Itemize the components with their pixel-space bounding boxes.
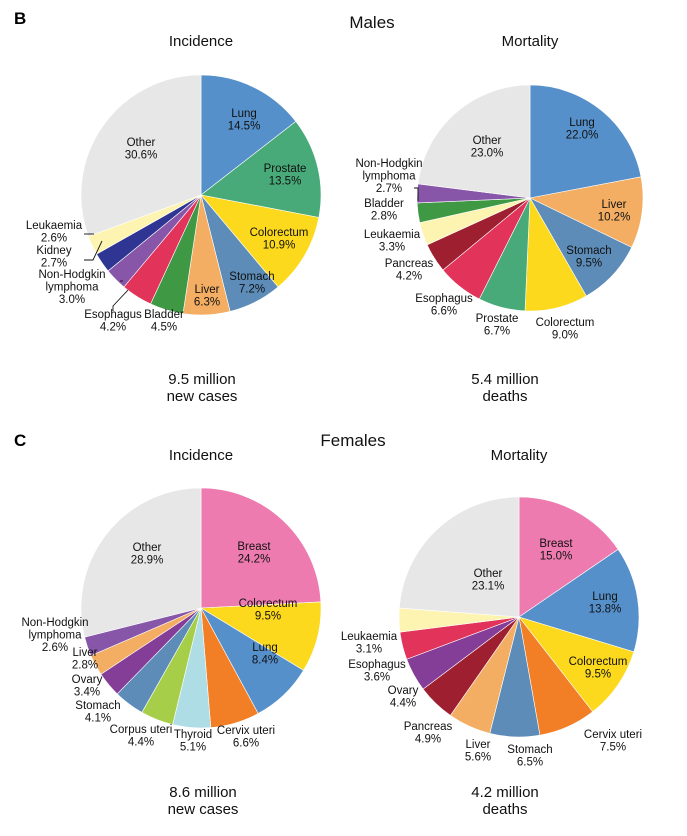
slice-label-cervix-uteri: Cervix uteri 6.6%	[217, 725, 275, 750]
slice-label-pancreas: Pancreas 4.2%	[385, 258, 434, 283]
slice-label-esophagus: Esophagus 6.6%	[415, 293, 473, 318]
chart-title: Incidence	[169, 447, 233, 464]
group-title-males: Males	[349, 13, 394, 32]
slice-label-corpus-uteri: Corpus uteri 4.4%	[110, 724, 173, 749]
slice-prostate	[200, 121, 322, 218]
slice-label-other: Other 28.9%	[131, 542, 164, 567]
panel-letter-c: C	[14, 431, 26, 450]
slice-other	[80, 74, 202, 237]
slice-label-ovary: Ovary 3.4%	[72, 674, 103, 699]
chart-caption: 8.6 million new cases	[168, 784, 239, 818]
panel-letter-b: B	[14, 9, 26, 28]
chart-title: Incidence	[169, 33, 233, 50]
slice-label-esophagus: Esophagus 3.6%	[348, 659, 406, 684]
leader-line	[112, 289, 129, 311]
slice-label-thyroid: Thyroid 5.1%	[174, 729, 212, 754]
slice-label-pancreas: Pancreas 4.9%	[404, 721, 453, 746]
chart-caption: 4.2 million deaths	[471, 784, 539, 818]
slice-label-prostate: Prostate 13.5%	[264, 163, 307, 188]
slice-label-lung: Lung 14.5%	[228, 108, 261, 133]
leader-line	[84, 240, 103, 261]
slice-label-stomach: Stomach 7.2%	[229, 271, 274, 296]
slice-other	[80, 487, 202, 638]
slice-label-prostate: Prostate 6.7%	[476, 313, 519, 338]
slice-label-liver: Liver 2.8%	[72, 647, 98, 672]
slice-label-breast: Breast 15.0%	[539, 538, 573, 563]
chart-title: Mortality	[491, 447, 548, 464]
slice-label-stomach: Stomach 9.5%	[566, 245, 611, 270]
slice-breast	[518, 496, 619, 618]
slice-label-other: Other 23.0%	[471, 135, 504, 160]
slice-colorectum	[200, 194, 320, 288]
slice-lung	[200, 74, 297, 196]
slice-label-bladder: Bladder 4.5%	[144, 309, 184, 334]
pie-chart-males-mortality: Mortality Lung 22.0% Liver 10.2% Stomach 9.5% C…	[355, 33, 644, 405]
slice-label-lung: Lung 13.8%	[589, 591, 622, 616]
slice-label-colorectum: Colorectum 9.0%	[536, 317, 595, 342]
slice-liver	[529, 176, 644, 248]
slice-label-leukaemia: Leukaemia 3.1%	[341, 631, 398, 656]
slice-label-other: Other 23.1%	[472, 568, 505, 593]
slice-label-kidney: Kidney 2.7%	[36, 245, 71, 270]
slice-label-breast: Breast 24.2%	[237, 541, 271, 566]
slice-label-colorectum: Colorectum 10.9%	[250, 227, 309, 252]
slice-label-colorectum: Colorectum 9.5%	[239, 598, 298, 623]
slice-label-other: Other 30.6%	[125, 137, 158, 162]
slice-label-liver: Liver 10.2%	[598, 199, 631, 224]
slice-label-esophagus: Esophagus 4.2%	[84, 309, 142, 334]
group-title-females: Females	[320, 431, 385, 450]
slice-other	[417, 84, 531, 199]
slice-other	[399, 496, 520, 618]
slice-label-non-hodgkin-lymphoma: Non-Hodgkin lymphoma 2.7%	[355, 158, 422, 195]
slice-colorectum	[518, 616, 635, 713]
slice-label-stomach: Stomach 4.1%	[75, 700, 120, 725]
slice-label-bladder: Bladder 2.8%	[364, 198, 404, 223]
slice-label-lung: Lung 22.0%	[566, 117, 599, 142]
leader-line	[414, 187, 419, 201]
chart-caption: 9.5 million new cases	[167, 371, 238, 405]
pie-chart-females-incidence: Incidence Breast 24.2% Colorectum 9.5% Lung 8.…	[21, 447, 322, 818]
slice-label-non-hodgkin-lymphoma: Non-Hodgkin lymphoma 3.0%	[38, 269, 105, 306]
slice-label-stomach: Stomach 6.5%	[507, 744, 552, 769]
chart-title: Mortality	[502, 33, 559, 50]
slice-label-cervix-uteri: Cervix uteri 7.5%	[584, 729, 642, 754]
pie-chart-females-mortality: Mortality Breast 15.0% Lung 13.8% Colorectum 9…	[341, 447, 642, 818]
slice-label-non-hodgkin-lymphoma: Non-Hodgkin lymphoma 2.6%	[21, 617, 88, 654]
slice-breast	[200, 487, 322, 609]
slice-label-ovary: Ovary 4.4%	[388, 685, 419, 710]
slice-label-liver: Liver 5.6%	[465, 739, 491, 764]
slice-label-leukaemia: Leukaemia 2.6%	[26, 220, 83, 245]
slice-label-liver: Liver 6.3%	[194, 284, 220, 309]
pie-chart-males-incidence: Incidence Lung 14.5% Prostate 13.5% Colorectu…	[26, 33, 322, 405]
chart-caption: 5.4 million deaths	[471, 371, 539, 405]
slice-lung	[518, 548, 640, 653]
slice-label-lung: Lung 8.4%	[252, 642, 278, 667]
slice-label-leukaemia: Leukaemia 3.3%	[364, 229, 421, 254]
slice-lung	[529, 84, 642, 199]
slice-label-colorectum: Colorectum 9.5%	[569, 656, 628, 681]
